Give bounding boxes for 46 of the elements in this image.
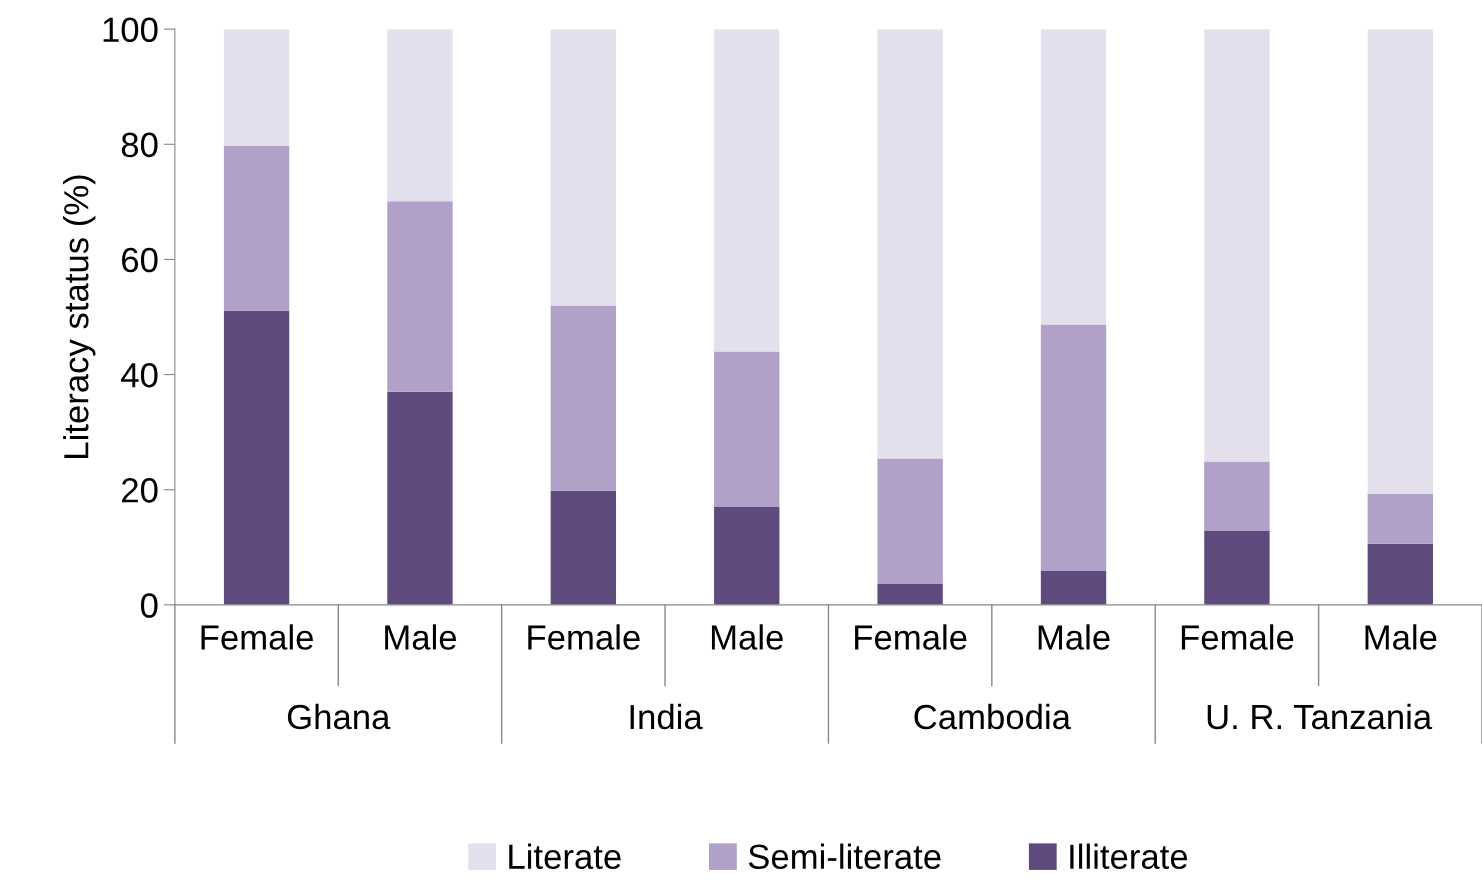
bar [223,146,290,311]
legend-label: Semi-literate [748,843,941,870]
x-tick-label: Male [1365,624,1437,650]
bar [223,29,290,147]
y-axis-title: Literacy status (%) [63,175,96,458]
bar [1204,530,1270,605]
bar [714,29,780,352]
bar [550,305,617,491]
bar [1040,324,1107,571]
legend-label: Illiterate [1070,843,1188,870]
bar [1367,543,1433,605]
bar [877,583,943,605]
text: Ghana [287,703,391,730]
bar [1204,461,1270,531]
x-tick-label: Male [385,624,457,650]
y-tick-label: 20 [122,478,158,503]
bar [1367,29,1433,494]
bar [877,458,943,584]
bar [550,29,617,306]
bar [1040,29,1107,325]
legend-label: Literate [509,843,621,870]
text: U. R. Tanzania [1207,703,1433,730]
bar [1204,29,1270,462]
x-tick-label: Male [711,624,783,650]
x-tick-label: Female [528,624,640,650]
y-tick-label: 40 [121,362,158,388]
text: Cambodia [914,703,1071,730]
x-tick-label: Female [201,624,313,650]
bar [1040,570,1107,605]
y-tick-label: 0 [140,593,158,618]
bar [550,490,617,605]
x-tick-label: Female [1181,624,1294,650]
x-tick-label: Male [1038,624,1110,650]
bar [387,201,453,392]
y-tick-label: 60 [122,247,158,273]
text: India [630,703,703,730]
y-tick-label: 100 [103,17,158,43]
bar [223,310,290,605]
bar [387,391,453,605]
bar [877,29,943,459]
x-tick-label: Female [855,624,967,650]
bar [714,351,780,507]
bar [387,29,453,202]
bar [1367,493,1433,544]
bar [714,506,780,605]
y-tick-label: 80 [121,132,158,158]
